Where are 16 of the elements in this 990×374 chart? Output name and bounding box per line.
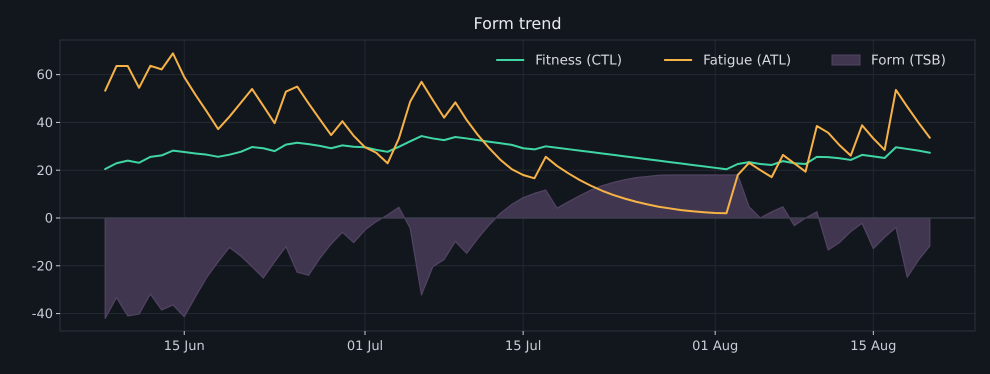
legend-label: Fitness (CTL) <box>535 52 622 69</box>
x-tick-label: 15 Jun <box>164 339 205 354</box>
x-tick-label: 15 Jul <box>504 339 542 354</box>
y-tick-label: 60 <box>36 68 53 84</box>
chart-title: Form trend <box>473 14 562 33</box>
x-tick-label: 15 Aug <box>850 339 896 354</box>
y-tick-label: -40 <box>32 307 53 322</box>
x-tick-label: 01 Jul <box>346 339 384 354</box>
legend-label: Fatigue (ATL) <box>703 52 792 69</box>
legend-label: Form (TSB) <box>871 52 946 69</box>
y-tick-label: 20 <box>36 164 53 179</box>
y-tick-label: 0 <box>44 212 53 227</box>
x-tick-label: 01 Aug <box>692 339 738 354</box>
y-tick-label: -20 <box>32 259 53 274</box>
line-series <box>104 135 931 170</box>
y-tick-label: 40 <box>36 116 53 131</box>
